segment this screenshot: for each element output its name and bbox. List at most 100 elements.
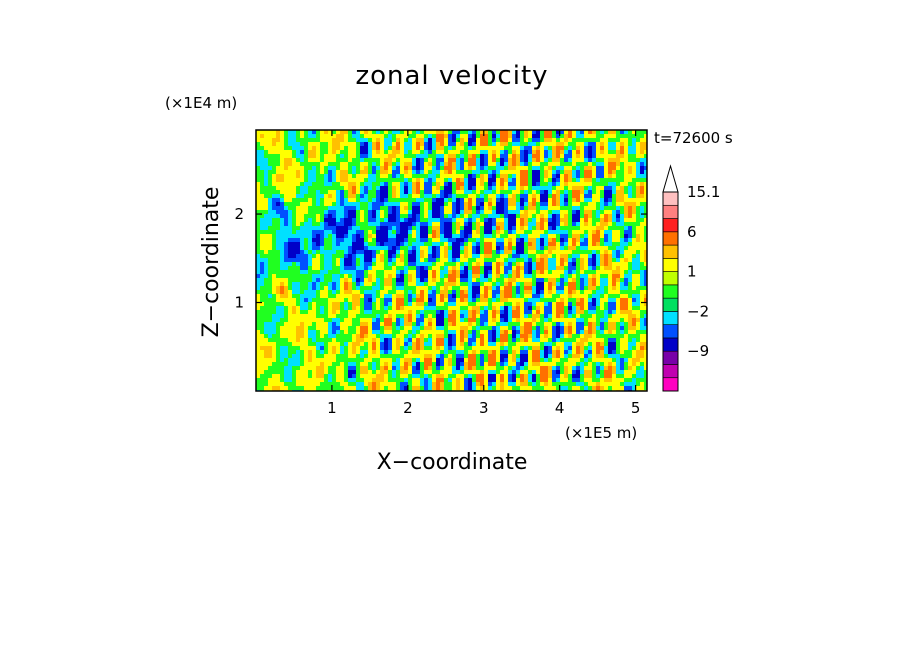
field-cell: [308, 150, 313, 155]
field-cell: [608, 162, 613, 167]
field-cell: [316, 146, 321, 151]
field-cell: [396, 194, 401, 199]
field-cell: [628, 158, 633, 163]
field-cell: [436, 262, 441, 267]
field-cell: [516, 326, 521, 331]
field-cell: [384, 134, 389, 139]
field-cell: [404, 202, 409, 207]
field-cell: [292, 294, 297, 299]
field-cell: [636, 146, 641, 151]
field-cell: [288, 202, 293, 207]
field-cell: [616, 238, 621, 243]
field-cell: [284, 286, 289, 291]
field-cell: [620, 226, 625, 231]
field-cell: [260, 250, 265, 255]
field-cell: [316, 138, 321, 143]
field-cell: [360, 242, 365, 247]
field-cell: [520, 138, 525, 143]
field-cell: [608, 306, 613, 311]
field-cell: [364, 146, 369, 151]
field-cell: [396, 282, 401, 287]
field-cell: [600, 282, 605, 287]
field-cell: [396, 170, 401, 175]
field-cell: [288, 222, 293, 227]
field-cell: [440, 202, 445, 207]
field-cell: [324, 306, 329, 311]
field-cell: [540, 294, 545, 299]
field-cell: [432, 290, 437, 295]
field-cell: [600, 306, 605, 311]
field-cell: [580, 162, 585, 167]
field-cell: [340, 170, 345, 175]
field-cell: [544, 278, 549, 283]
field-cell: [348, 306, 353, 311]
field-cell: [348, 226, 353, 231]
field-cell: [316, 314, 321, 319]
field-cell: [544, 290, 549, 295]
field-cell: [592, 142, 597, 147]
field-cell: [404, 270, 409, 275]
field-cell: [380, 306, 385, 311]
field-cell: [472, 138, 477, 143]
field-cell: [528, 322, 533, 327]
field-cell: [280, 302, 285, 307]
field-cell: [260, 170, 265, 175]
field-cell: [600, 178, 605, 183]
field-cell: [584, 166, 589, 171]
field-cell: [492, 182, 497, 187]
field-cell: [332, 210, 337, 215]
field-cell: [528, 274, 533, 279]
field-cell: [608, 258, 613, 263]
field-cell: [272, 158, 277, 163]
field-cell: [604, 270, 609, 275]
field-cell: [544, 330, 549, 335]
field-cell: [360, 310, 365, 315]
field-cell: [608, 270, 613, 275]
field-cell: [632, 218, 637, 223]
field-cell: [480, 306, 485, 311]
field-cell: [584, 226, 589, 231]
field-cell: [280, 242, 285, 247]
field-cell: [596, 266, 601, 271]
field-cell: [612, 250, 617, 255]
field-cell: [492, 270, 497, 275]
field-cell: [388, 278, 393, 283]
field-cell: [536, 158, 541, 163]
field-cell: [392, 282, 397, 287]
field-cell: [516, 218, 521, 223]
field-cell: [312, 306, 317, 311]
field-cell: [460, 250, 465, 255]
field-cell: [480, 270, 485, 275]
field-cell: [532, 242, 537, 247]
field-cell: [544, 154, 549, 159]
field-cell: [472, 258, 477, 263]
field-cell: [336, 138, 341, 143]
field-cell: [260, 326, 265, 331]
field-cell: [624, 178, 629, 183]
field-cell: [436, 194, 441, 199]
field-cell: [372, 330, 377, 335]
field-cell: [516, 318, 521, 323]
field-cell: [468, 190, 473, 195]
field-cell: [636, 230, 641, 235]
field-cell: [632, 326, 637, 331]
field-cell: [568, 298, 573, 303]
field-cell: [324, 174, 329, 179]
field-cell: [496, 174, 501, 179]
field-cell: [360, 214, 365, 219]
field-cell: [276, 326, 281, 331]
field-cell: [544, 194, 549, 199]
field-cell: [260, 146, 265, 151]
field-cell: [444, 138, 449, 143]
field-cell: [480, 290, 485, 295]
field-cell: [468, 210, 473, 215]
field-cell: [272, 178, 277, 183]
field-cell: [304, 242, 309, 247]
field-cell: [276, 234, 281, 239]
field-cell: [516, 214, 521, 219]
field-cell: [640, 226, 645, 231]
field-cell: [276, 222, 281, 227]
field-cell: [344, 282, 349, 287]
field-cell: [464, 330, 469, 335]
field-cell: [536, 214, 541, 219]
